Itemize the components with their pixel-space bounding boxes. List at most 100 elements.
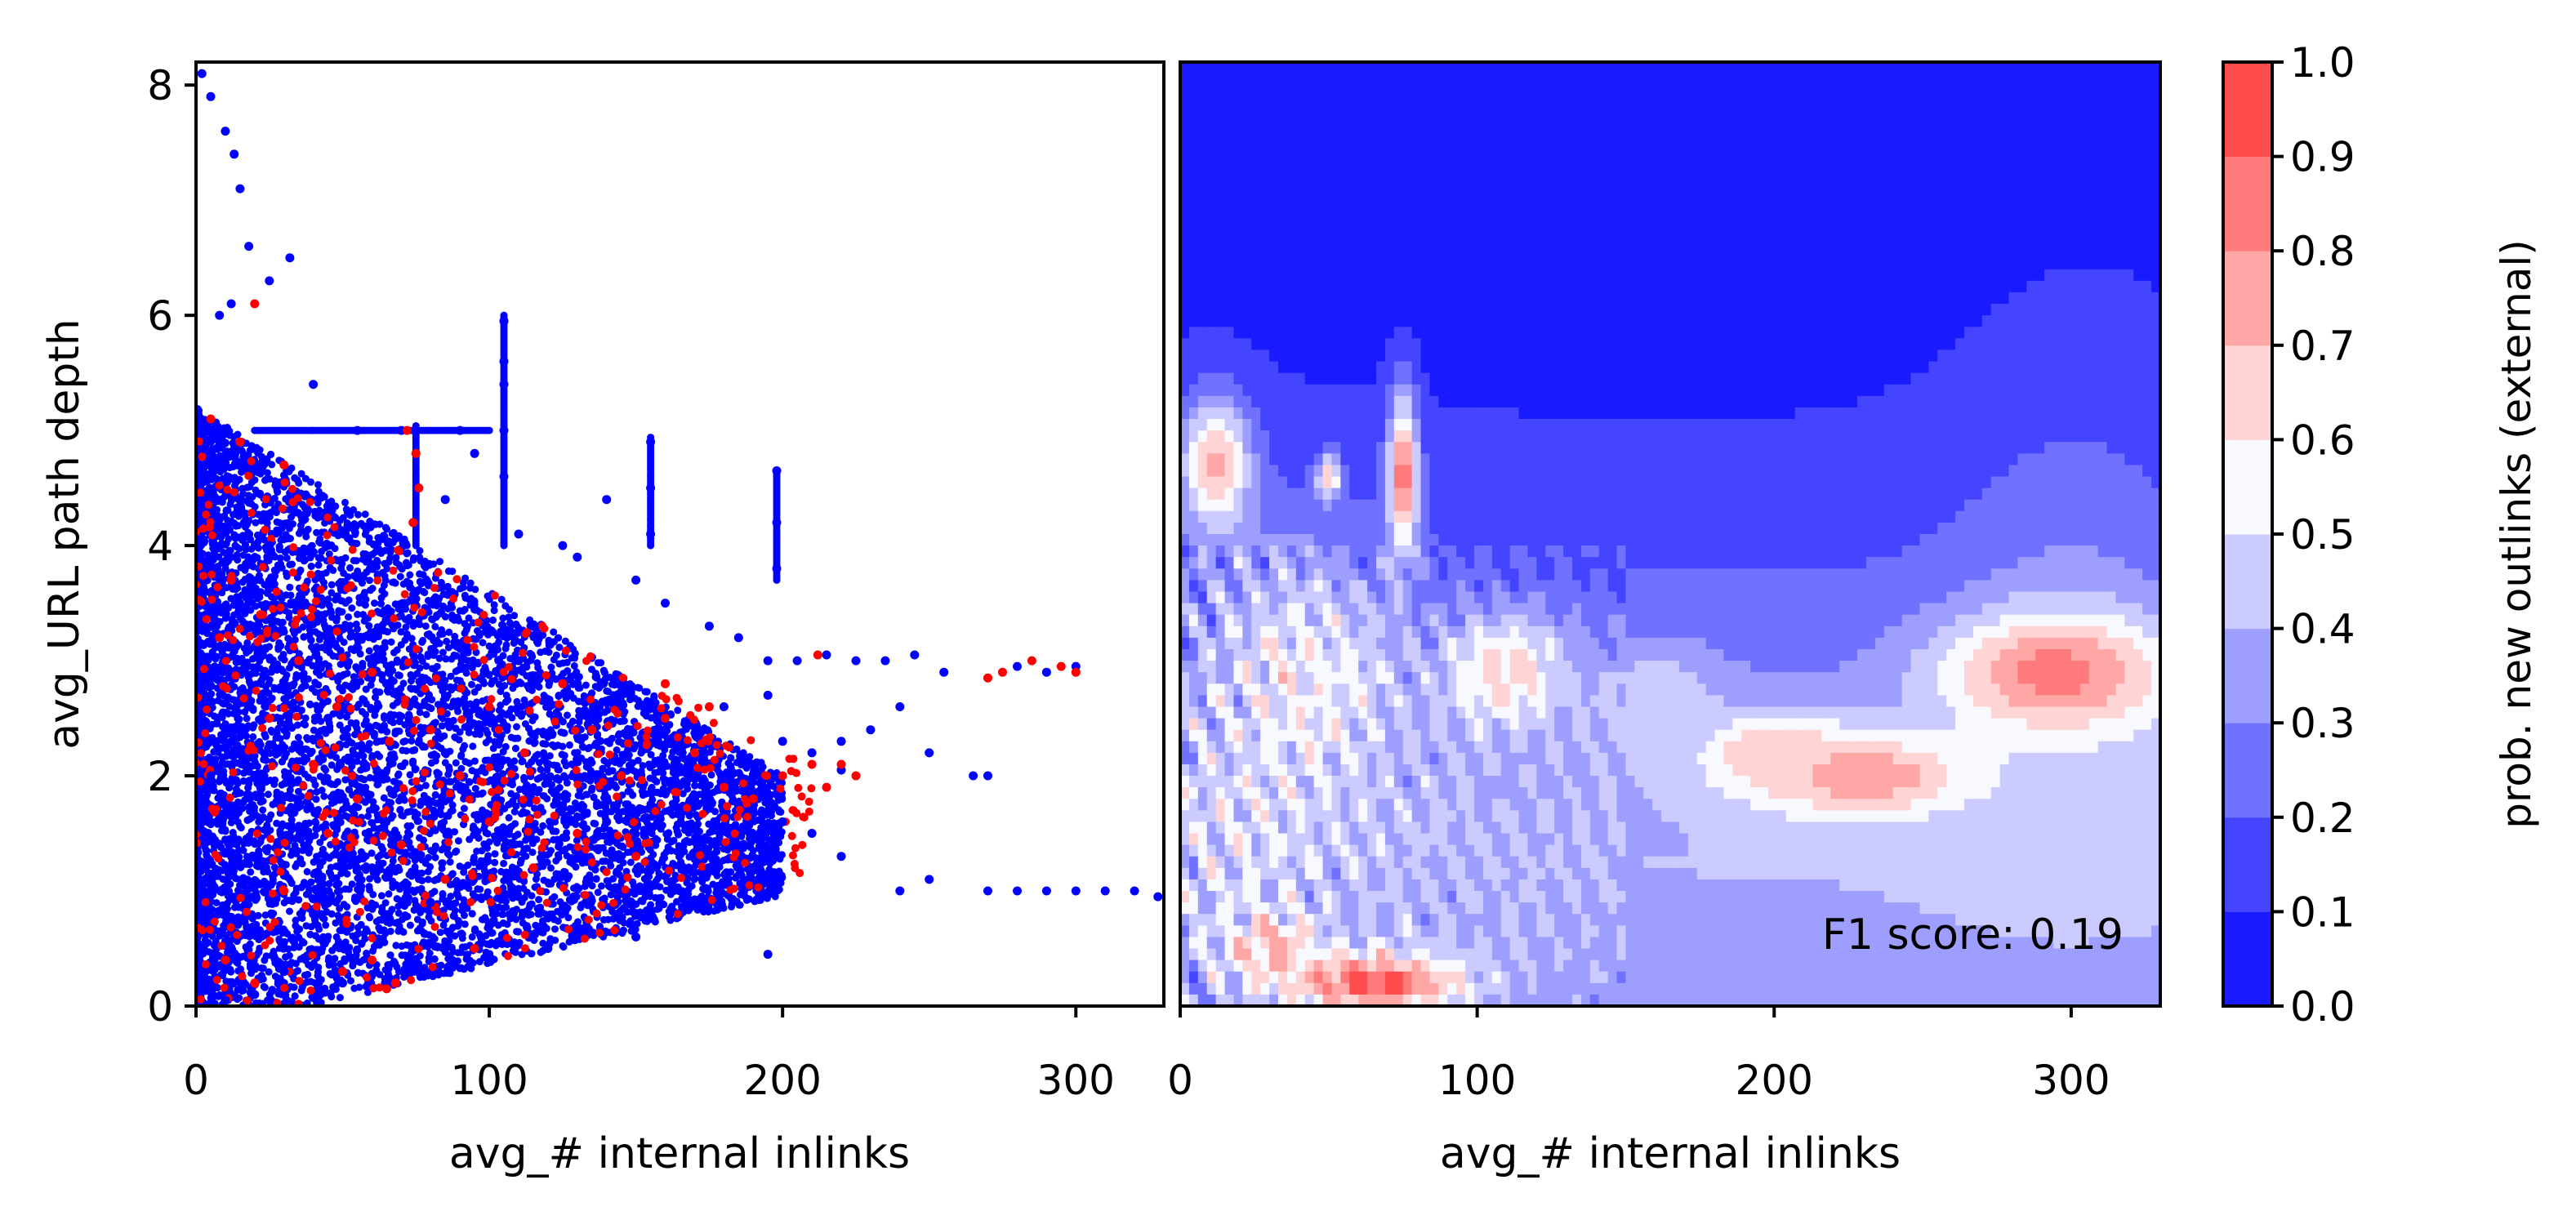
colorbar-block-1: [2223, 817, 2272, 912]
scatter-point-red-56: [661, 679, 670, 688]
scatter-point-red-44: [279, 886, 289, 896]
scatter-points: [196, 69, 1163, 1006]
scatter-point-blue-4: [235, 184, 245, 194]
heatmap-x-tick-label-3: 300: [2032, 1057, 2110, 1104]
scatter-point-blue-49: [983, 771, 992, 781]
scatter-point-red-33: [998, 667, 1007, 677]
scatter-point-blue-94: [675, 886, 684, 896]
scatter-y-tick-label-2: 4: [147, 523, 173, 570]
scatter-point-blue-80: [323, 714, 333, 724]
colorbar-ticks: 0.0 0.1 0.2 0.3 0.4 0.5 0.6 0.7 0.8 0.9 1.0: [2272, 39, 2355, 1031]
colorbar-blocks: [2223, 62, 2272, 1007]
scatter-point-red-26: [778, 771, 787, 781]
scatter-point-red-36: [1071, 667, 1081, 677]
scatter-point-red-40: [368, 955, 377, 965]
scatter-point-red-20: [587, 725, 597, 735]
scatter-point-blue-71: [309, 909, 319, 919]
scatter-point-red-19: [558, 679, 568, 688]
scatter-point-blue-63: [1130, 886, 1139, 896]
heatmap-x-tick-label-0: 0: [1167, 1057, 1193, 1104]
scatter-point-red-0: [206, 414, 216, 424]
scatter-point-red-14: [385, 737, 394, 746]
scatter-point-blue-68: [484, 920, 494, 930]
scatter-point-red-39: [390, 978, 400, 988]
scatter-point-red-34: [1027, 656, 1036, 666]
scatter-point-red-21: [617, 771, 626, 781]
scatter-point-red-24: [719, 782, 729, 792]
scatter-x-axis-label: avg_# internal inlinks: [449, 1129, 910, 1178]
scatter-point-blue-61: [1071, 886, 1081, 896]
scatter-point-blue-22: [309, 380, 319, 390]
scatter-point-red-53: [573, 829, 582, 838]
scatter-point-blue-28: [514, 529, 524, 539]
scatter-point-blue-83: [411, 587, 421, 596]
scatter-point-blue-27: [440, 495, 450, 505]
scatter-point-blue-35: [763, 656, 773, 666]
scatter-point-blue-91: [690, 794, 699, 804]
scatter-y-axis-label: avg_URL path depth: [40, 318, 89, 749]
scatter-point-red-12: [332, 702, 341, 711]
scatter-point-red-17: [484, 702, 494, 711]
scatter-point-red-29: [836, 759, 846, 769]
scatter-point-red-48: [440, 875, 450, 884]
scatter-point-blue-67: [543, 944, 553, 953]
scatter-point-red-46: [353, 794, 362, 804]
heatmap-panel: 0 100 200 300 avg_# internal inlinks F1 sco…: [1167, 60, 2162, 1178]
scatter-point-red-8: [226, 575, 236, 585]
heatmap-x-axis-label: avg_# internal inlinks: [1440, 1129, 1901, 1178]
scatter-point-blue-96: [733, 840, 743, 850]
scatter-point-red-52: [528, 863, 538, 873]
scatter-point-blue-70: [368, 863, 377, 873]
scatter-point-red-35: [1056, 661, 1066, 671]
colorbar-tick-label-0: 0.0: [2290, 983, 2355, 1031]
scatter-point-blue-23: [353, 425, 362, 435]
scatter-point-blue-62: [1100, 886, 1110, 896]
scatter-point-blue-47: [925, 748, 934, 758]
scatter-point-blue-43: [866, 725, 876, 735]
scatter-point-red-15: [426, 725, 435, 735]
scatter-point-blue-85: [470, 702, 479, 711]
colorbar-block-9: [2223, 62, 2272, 158]
scatter-point-blue-45: [807, 748, 817, 758]
scatter-point-blue-32: [661, 599, 670, 608]
scatter-point-blue-5: [244, 242, 254, 252]
scatter-point-red-10: [256, 610, 265, 620]
scatter-point-red-49: [309, 759, 319, 769]
scatter-point-red-2: [250, 299, 260, 309]
scatter-point-blue-64: [1153, 892, 1163, 902]
scatter-point-blue-8: [226, 299, 236, 309]
scatter-point-blue-73: [250, 990, 260, 1000]
scatter-point-blue-48: [969, 771, 978, 781]
scatter-point-blue-36: [792, 656, 802, 666]
scatter-point-blue-97: [748, 771, 758, 781]
scatter-point-blue-55: [836, 852, 846, 862]
scatter-point-red-41: [470, 944, 479, 953]
colorbar-tick-label-3: 0.3: [2290, 700, 2355, 747]
colorbar-block-0: [2223, 911, 2272, 1007]
scatter-point-blue-82: [381, 679, 391, 688]
scatter-point-red-27: [807, 759, 817, 769]
scatter-y-tick-label-4: 8: [147, 62, 173, 109]
scatter-point-blue-60: [1041, 886, 1051, 896]
scatter-point-blue-72: [279, 967, 289, 977]
colorbar-tick-label-8: 0.8: [2290, 228, 2355, 275]
colorbar-tick-label-7: 0.7: [2290, 323, 2355, 370]
scatter-point-blue-77: [235, 656, 245, 666]
scatter-point-blue-0: [197, 69, 207, 78]
colorbar-tick-label-6: 0.6: [2290, 416, 2355, 464]
scatter-point-blue-29: [558, 541, 568, 550]
heatmap-x-ticks: 0 100 200 300: [1167, 1006, 2110, 1104]
scatter-point-blue-33: [704, 621, 714, 631]
scatter-point-blue-21: [772, 563, 782, 573]
scatter-point-red-6: [408, 518, 418, 528]
colorbar-block-8: [2223, 156, 2272, 252]
scatter-point-red-3: [403, 425, 412, 435]
scatter-point-blue-20: [772, 518, 782, 528]
scatter-point-red-1: [235, 437, 245, 447]
scatter-point-red-50: [265, 714, 274, 724]
scatter-y-tick-label-1: 2: [147, 753, 173, 800]
colorbar-block-6: [2223, 345, 2272, 440]
scatter-point-blue-84: [440, 748, 450, 758]
colorbar-tick-label-4: 0.4: [2290, 606, 2355, 653]
colorbar-block-3: [2223, 628, 2272, 724]
